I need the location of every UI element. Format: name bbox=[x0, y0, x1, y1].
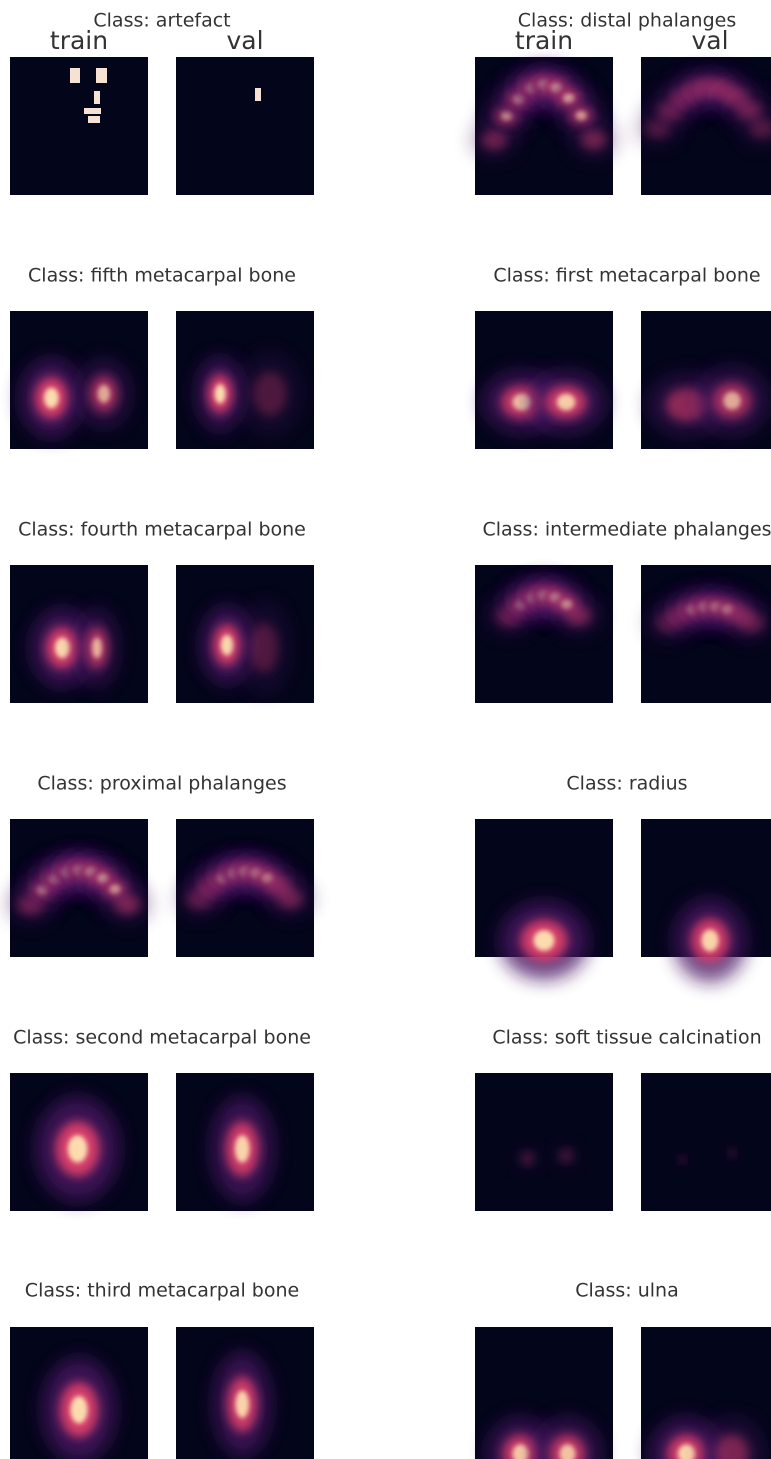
heatmap bbox=[633, 57, 771, 195]
heatmap bbox=[475, 565, 613, 703]
heatmap-background bbox=[641, 1073, 771, 1211]
heatmap bbox=[475, 311, 613, 449]
heat-mid bbox=[278, 889, 303, 909]
heat-core bbox=[43, 387, 59, 409]
heat-mid bbox=[253, 371, 287, 416]
heat-mid bbox=[750, 119, 771, 139]
heat-core bbox=[512, 1444, 529, 1459]
column-label: val bbox=[226, 26, 263, 55]
panel-title: Class: ulna bbox=[575, 1280, 678, 1302]
heatmap bbox=[470, 57, 618, 195]
heatmap bbox=[475, 1327, 613, 1459]
panel-title: Class: proximal phalanges bbox=[37, 773, 286, 795]
panel-title: Class: soft tissue calcination bbox=[492, 1027, 761, 1049]
heat-core bbox=[54, 637, 70, 659]
heatmap bbox=[176, 1073, 314, 1211]
heat-core bbox=[701, 929, 719, 952]
heat-mid bbox=[581, 130, 607, 150]
panel-title: Class: distal phalanges bbox=[518, 10, 736, 32]
column-label: train bbox=[50, 26, 108, 55]
heatmap bbox=[641, 1073, 771, 1211]
heat-core bbox=[67, 1135, 88, 1163]
heatmap-background bbox=[176, 57, 314, 195]
panel-title: Class: intermediate phalanges bbox=[482, 519, 771, 541]
panel-title: Class: third metacarpal bone bbox=[25, 1280, 299, 1302]
artefact-mark bbox=[94, 91, 100, 104]
heatmap bbox=[641, 1327, 771, 1459]
artefact-mark bbox=[255, 88, 261, 101]
heat-mid bbox=[521, 1153, 533, 1165]
panel-title: Class: first metacarpal bone bbox=[493, 265, 760, 287]
panel-title: Class: fifth metacarpal bone bbox=[28, 265, 296, 287]
column-label: val bbox=[691, 26, 728, 55]
heat-mid bbox=[250, 622, 279, 673]
column-label: train bbox=[515, 26, 573, 55]
heat-core bbox=[723, 391, 741, 410]
artefact-mark bbox=[96, 68, 107, 83]
heat-core bbox=[70, 1396, 88, 1424]
heat-core bbox=[235, 1390, 250, 1419]
heat-mid bbox=[715, 1434, 749, 1459]
heat-mid bbox=[566, 606, 591, 626]
heat-mid bbox=[729, 1148, 735, 1158]
panel-title: Class: fourth metacarpal bone bbox=[18, 519, 306, 541]
heat-mid bbox=[560, 1150, 572, 1162]
heatmap bbox=[10, 1327, 148, 1459]
heatmap bbox=[176, 1327, 314, 1459]
heat-core bbox=[220, 634, 234, 656]
heat-core bbox=[512, 393, 532, 411]
artefact-mark bbox=[84, 108, 101, 114]
heatmap bbox=[176, 565, 314, 703]
heatmap bbox=[641, 819, 771, 983]
heat-core bbox=[677, 1444, 696, 1459]
heat-core bbox=[575, 110, 587, 121]
heat-mid bbox=[114, 894, 140, 915]
heatmap bbox=[10, 1073, 148, 1211]
heatmap-background bbox=[475, 1073, 613, 1211]
artefact-mark bbox=[88, 116, 100, 123]
panel-title: Class: artefact bbox=[93, 10, 230, 32]
heatmap bbox=[7, 819, 151, 957]
heatmap bbox=[176, 57, 314, 195]
heat-core bbox=[533, 930, 555, 951]
heatmap bbox=[475, 819, 613, 980]
heat-core bbox=[97, 384, 111, 403]
heatmap bbox=[10, 57, 148, 195]
heat-mid bbox=[738, 613, 764, 633]
artefact-mark bbox=[70, 68, 80, 83]
heat-mid bbox=[481, 130, 507, 150]
heat-mid bbox=[679, 1157, 686, 1163]
heatmap bbox=[10, 311, 148, 449]
heatmap bbox=[176, 311, 314, 449]
heat-core bbox=[234, 1135, 250, 1163]
panel-title: Class: radius bbox=[566, 773, 687, 795]
panel-title: Class: second metacarpal bone bbox=[13, 1027, 311, 1049]
heatmap bbox=[475, 1073, 613, 1211]
heat-core bbox=[559, 1444, 576, 1459]
heat-core bbox=[91, 637, 102, 659]
heatmap bbox=[641, 311, 771, 449]
heatmap bbox=[10, 565, 148, 703]
heatmap bbox=[175, 819, 315, 957]
heat-core bbox=[556, 393, 576, 411]
heatmap bbox=[641, 565, 771, 703]
heat-core bbox=[214, 384, 226, 404]
